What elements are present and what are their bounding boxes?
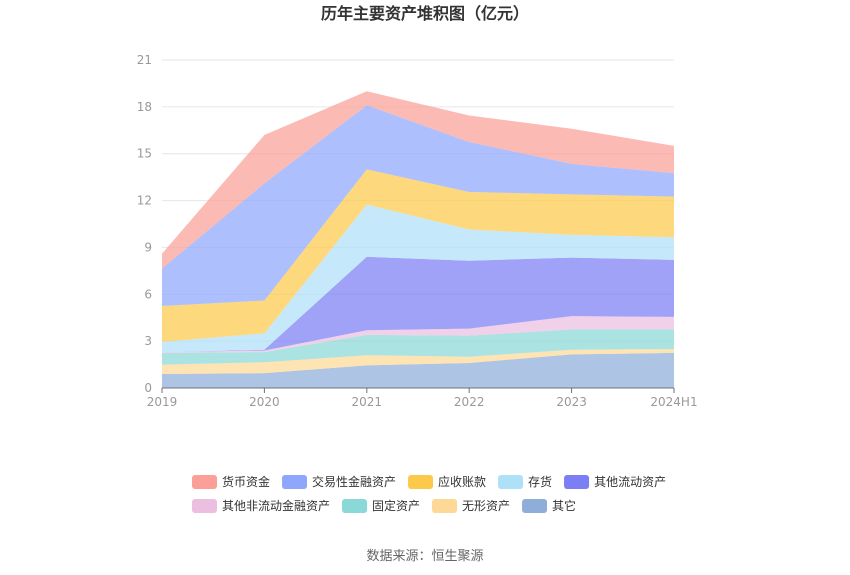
- x-tick-label: 2023: [556, 395, 587, 409]
- area-series-8: [162, 91, 674, 269]
- legend-item[interactable]: 存货: [498, 474, 552, 489]
- legend-item[interactable]: 其它: [522, 498, 576, 513]
- legend-swatch: [522, 499, 548, 513]
- x-tick-label: 2024H1: [650, 395, 697, 409]
- legend-item[interactable]: 其他非流动金融资产: [192, 498, 330, 513]
- legend-swatch: [432, 499, 458, 513]
- y-tick-label: 0: [144, 381, 152, 395]
- legend-label: 其他流动资产: [594, 475, 666, 489]
- legend-swatch: [192, 475, 217, 489]
- legend-item[interactable]: 货币资金: [192, 474, 270, 489]
- legend-label: 固定资产: [372, 498, 420, 513]
- area-series-6: [162, 169, 674, 342]
- legend-swatch: [282, 475, 308, 489]
- legend-label: 货币资金: [222, 474, 270, 489]
- legend-label: 应收账款: [438, 474, 486, 489]
- legend-swatch: [498, 475, 524, 489]
- legend-item[interactable]: 交易性金融资产: [282, 474, 396, 489]
- data-source: 数据来源：恒生聚源: [366, 549, 483, 564]
- area-series-0: [162, 352, 674, 388]
- area-series-3: [162, 316, 674, 353]
- area-series-7: [162, 105, 674, 306]
- legend-label: 其他非流动金融资产: [222, 498, 330, 513]
- area-series-1: [162, 348, 674, 374]
- legend-item[interactable]: 其他流动资产: [564, 475, 666, 489]
- area-series-2: [162, 329, 674, 365]
- area-series: [162, 91, 674, 388]
- legend-swatch: [408, 475, 434, 489]
- y-tick-label: 18: [137, 100, 152, 114]
- legend-item[interactable]: 无形资产: [432, 499, 510, 513]
- y-tick-label: 15: [137, 147, 152, 161]
- x-tick-label: 2021: [352, 395, 383, 409]
- area-series-5: [162, 204, 674, 353]
- y-tick-label: 3: [144, 334, 152, 348]
- x-tick-label: 2019: [147, 395, 178, 409]
- legend-swatch: [192, 499, 217, 513]
- chart-title: 历年主要资产堆积图（亿元）: [321, 4, 529, 23]
- legend-label: 交易性金融资产: [312, 474, 396, 489]
- legend-label: 其它: [552, 498, 576, 513]
- axes: 0 3 6 9 12 15 18 21 2019 2020 2021 2022 2023 2024H1: [137, 53, 698, 409]
- legend-swatch: [342, 499, 368, 513]
- legend-label: 无形资产: [462, 499, 510, 513]
- y-tick-label: 21: [137, 53, 152, 67]
- legend-item[interactable]: 应收账款: [408, 474, 486, 489]
- y-tick-label: 9: [144, 240, 152, 254]
- x-tick-label: 2022: [454, 395, 485, 409]
- y-tick-label: 6: [144, 287, 152, 301]
- x-tick-label: 2020: [249, 395, 280, 409]
- y-tick-label: 12: [137, 194, 152, 208]
- legend-label: 存货: [528, 474, 552, 489]
- legend-item[interactable]: 固定资产: [342, 498, 420, 513]
- area-series-4: [162, 256, 674, 353]
- legend-swatch: [564, 475, 590, 489]
